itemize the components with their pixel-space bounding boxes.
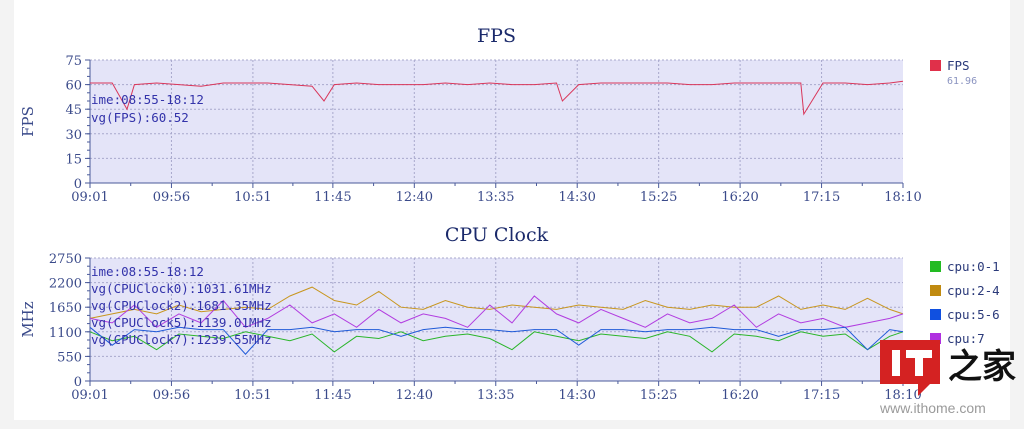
series-line-cpu-7: [89, 295, 904, 328]
annotation-text: vg(CPUClock2):1681.35MHz: [91, 298, 272, 313]
x-tick-label: 18:10: [884, 388, 921, 403]
ithome-watermark: 之家 www.ithome.com: [879, 340, 1016, 416]
x-tick-label: 13:35: [477, 388, 514, 403]
y-tick-label: 75: [65, 54, 82, 69]
legend-swatch[interactable]: [930, 309, 941, 320]
legend-swatch[interactable]: [930, 285, 941, 296]
y-tick-label: 1100: [49, 326, 82, 341]
x-tick-label: 12:40: [396, 190, 433, 205]
annotation-text: vg(CPUClock0):1031.61MHz: [91, 281, 272, 296]
logo-chinese-glyphs: 之家: [948, 347, 1016, 387]
y-tick-label: 45: [65, 103, 82, 118]
x-tick-label: 11:45: [314, 388, 351, 403]
annotation-text: ime:08:55-18:12: [91, 92, 204, 107]
x-tick-label: 18:10: [884, 190, 921, 205]
legend-swatch[interactable]: [930, 60, 941, 71]
x-tick-label: 16:20: [721, 190, 758, 205]
chart-title: FPS: [477, 25, 516, 47]
y-tick-label: 2200: [49, 277, 82, 292]
legend-value: 61.96: [947, 76, 977, 87]
legend-swatch[interactable]: [930, 333, 941, 344]
series-line-cpu-2-4: [89, 286, 904, 319]
x-tick-label: 14:30: [558, 388, 595, 403]
x-tick-label: 11:45: [314, 190, 351, 205]
annotation-text: vg(CPUClock5):1139.01MHz: [91, 315, 272, 330]
y-tick-label: 550: [57, 350, 82, 365]
x-tick-label: 17:15: [803, 388, 840, 403]
y-tick-label: 0: [74, 177, 82, 192]
x-tick-label: 13:35: [477, 190, 514, 205]
x-tick-label: 15:25: [640, 190, 677, 205]
plot-area: [90, 60, 903, 183]
y-axis-label: FPS: [19, 106, 37, 137]
logo-letter-i: [892, 350, 900, 376]
x-tick-label: 15:25: [640, 388, 677, 403]
x-tick-label: 10:51: [234, 388, 271, 403]
y-tick-label: 30: [65, 128, 82, 143]
x-tick-label: 09:56: [153, 388, 190, 403]
y-tick-label: 15: [65, 152, 82, 167]
legend-swatch[interactable]: [930, 261, 941, 272]
annotation-text: ime:08:55-18:12: [91, 264, 204, 279]
y-axis-label: MHz: [19, 301, 37, 337]
series-line-cpu-0-1: [89, 331, 904, 353]
x-tick-label: 17:15: [803, 190, 840, 205]
logo-tail: [918, 384, 930, 396]
annotation-text: vg(CPUClock7):1239.55MHz: [91, 332, 272, 347]
y-tick-label: 2750: [49, 252, 82, 267]
logo-letter-t-stem: [915, 350, 923, 376]
legend-label[interactable]: cpu:5-6: [947, 307, 1000, 322]
series-line-cpu-5-6: [89, 326, 904, 355]
x-tick-label: 14:30: [558, 190, 595, 205]
x-tick-label: 09:56: [153, 190, 190, 205]
x-tick-label: 12:40: [396, 388, 433, 403]
y-tick-label: 1650: [49, 301, 82, 316]
legend-label[interactable]: cpu:2-4: [947, 283, 1000, 298]
x-tick-label: 16:20: [721, 388, 758, 403]
x-tick-label: 09:01: [71, 190, 108, 205]
annotation-text: vg(FPS):60.52: [91, 110, 189, 125]
x-tick-label: 10:51: [234, 190, 271, 205]
ithome-logo-icon: [880, 340, 940, 384]
plot-area: [90, 258, 903, 381]
chart-title: CPU Clock: [445, 224, 549, 246]
x-tick-label: 09:01: [71, 388, 108, 403]
y-tick-label: 0: [74, 375, 82, 390]
chart-0: FPS FPS 0 15 30 45 60 75 09:01 09:56 10:51 11:45 12:…: [19, 25, 977, 205]
watermark-url: www.ithome.com: [879, 400, 986, 416]
legend-label[interactable]: FPS: [947, 58, 970, 73]
series-line-FPS: [90, 80, 904, 116]
chart-1: CPU Clock MHz 0 550 1100 1650 2200 2750 09:01 09:…: [19, 224, 1000, 403]
legend-label[interactable]: cpu:7: [947, 331, 985, 346]
y-tick-label: 60: [65, 79, 82, 94]
legend-label[interactable]: cpu:0-1: [947, 259, 1000, 274]
